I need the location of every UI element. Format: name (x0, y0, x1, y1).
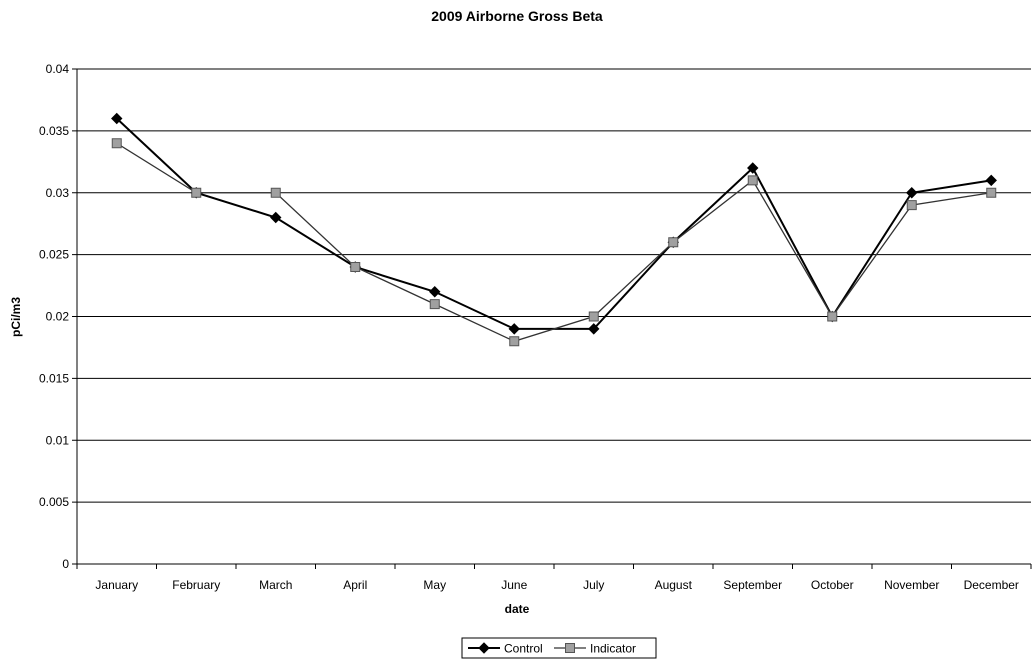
x-tick-label: April (343, 578, 367, 592)
control-point (906, 187, 918, 199)
indicator-point (565, 643, 575, 653)
y-tick-label: 0.02 (46, 310, 70, 324)
control-point (429, 286, 441, 298)
axes (72, 68, 1032, 569)
control-point (508, 323, 520, 335)
y-axis-label: pCi/m3 (9, 297, 23, 337)
series-indicator (111, 138, 997, 347)
control-point (985, 174, 997, 187)
y-tick-label: 0.03 (46, 186, 70, 200)
y-tick-label: 0 (62, 557, 69, 571)
y-tick-label: 0.025 (39, 248, 69, 262)
legend-label-indicator: Indicator (590, 642, 636, 656)
indicator-point (111, 138, 122, 149)
indicator-point (509, 336, 520, 347)
series-line-indicator (116, 142, 992, 342)
x-axis-label: date (505, 602, 530, 616)
indicator-point (350, 262, 361, 272)
y-tick-label: 0.005 (39, 495, 69, 509)
gridlines (77, 68, 1031, 503)
x-tick-label: November (884, 578, 939, 592)
control-point (747, 162, 759, 174)
y-tick-label: 0.01 (46, 433, 70, 447)
legend: Control Indicator (461, 637, 657, 659)
x-tick-labels: January February March April May June July Augu… (95, 578, 1019, 592)
control-point (588, 323, 600, 335)
indicator-point (986, 187, 997, 198)
x-tick-label: March (259, 578, 292, 592)
indicator-point (429, 299, 440, 310)
chart-title: 2009 Airborne Gross Beta (431, 8, 603, 24)
y-tick-label: 0.035 (39, 124, 69, 138)
y-tick-labels: 0 0.005 0.01 0.015 0.02 0.025 0.03 0.035 0.04 (39, 62, 69, 571)
control-point (270, 211, 282, 224)
x-tick-label: July (583, 578, 604, 592)
series-group (111, 112, 997, 347)
x-tick-label: February (172, 578, 220, 592)
control-point (478, 642, 490, 654)
y-tick-label: 0.015 (39, 371, 69, 385)
x-tick-label: December (964, 578, 1019, 592)
control-point (111, 112, 123, 125)
series-control (111, 112, 997, 335)
x-tick-label: June (501, 578, 527, 592)
x-tick-label: August (655, 578, 693, 592)
indicator-point (747, 175, 758, 186)
indicator-point (668, 237, 679, 248)
legend-label-control: Control (504, 642, 543, 656)
indicator-point (827, 311, 838, 322)
indicator-point (270, 187, 281, 198)
x-tick-label: January (95, 578, 138, 592)
indicator-point (588, 311, 599, 322)
x-tick-label: May (423, 578, 446, 592)
indicator-point (906, 200, 917, 211)
y-tick-label: 0.04 (46, 62, 70, 76)
indicator-point (191, 187, 202, 198)
x-tick-label: October (811, 578, 854, 592)
x-tick-label: September (723, 578, 782, 592)
series-line-control (116, 117, 992, 330)
